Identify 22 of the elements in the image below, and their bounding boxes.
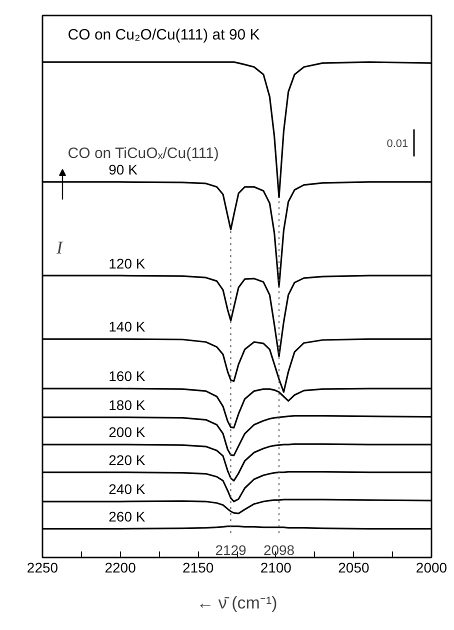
x-tick-label: 2000 [416,560,448,576]
x-tick-label: 2250 [26,560,58,576]
y-axis-title: I [56,238,64,258]
x-tick-label: 2100 [260,560,292,576]
series-label: 140 K [108,318,146,335]
x-tick-label: 2050 [338,560,370,576]
series-label: 120 K [108,255,146,272]
x-axis-title: ← ν̄ (cm⁻¹) [196,594,278,612]
series-label: CO on Cu₂O/Cu(111) at 90 K [68,26,260,44]
x-tick-label: 2200 [104,560,136,576]
ref-line-label: 2098 [263,542,295,558]
ref-line-label: 2129 [215,542,247,558]
series-label: 160 K [108,368,146,384]
series-label: 200 K [108,424,146,440]
series-label: 260 K [108,508,146,524]
annotation: 0.01 [386,138,408,150]
series-label: 220 K [108,452,146,468]
series-label: 90 K [108,162,138,178]
series-label: 180 K [108,396,146,413]
x-tick-label: 2150 [182,560,214,576]
series-label: 240 K [108,481,146,498]
annotation: CO on TiCuOₓ/Cu(111) [68,145,219,162]
